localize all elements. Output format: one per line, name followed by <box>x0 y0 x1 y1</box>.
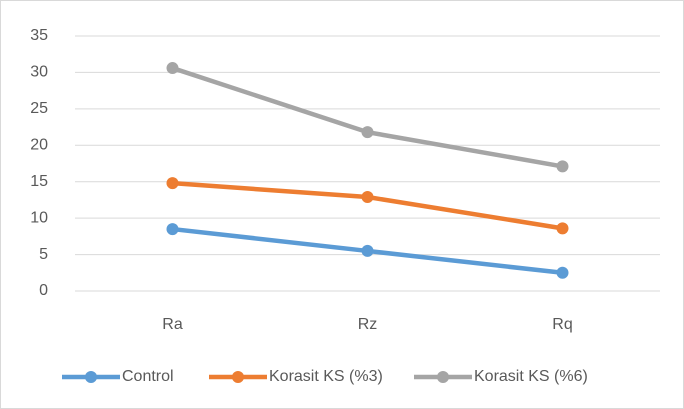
data-point <box>166 62 179 75</box>
x-tick-label: Ra <box>162 316 183 333</box>
data-point <box>556 160 569 173</box>
data-point <box>361 191 374 204</box>
x-tick-label: Rz <box>358 316 378 333</box>
y-tick-label: 0 <box>39 282 48 299</box>
legend-label: Korasit KS (%3) <box>269 368 383 385</box>
data-point <box>361 126 374 139</box>
x-tick-label: Rq <box>552 316 572 333</box>
y-tick-label: 30 <box>30 64 48 81</box>
legend-label: Control <box>122 368 174 385</box>
legend-marker <box>232 371 244 383</box>
legend-marker <box>437 371 449 383</box>
data-point <box>556 266 569 279</box>
data-point <box>166 177 179 190</box>
y-tick-label: 10 <box>30 209 48 226</box>
y-tick-label: 20 <box>30 137 48 154</box>
y-tick-label: 15 <box>30 173 48 190</box>
legend-label: Korasit KS (%6) <box>474 368 588 385</box>
data-point <box>166 223 179 236</box>
legend-marker <box>85 371 97 383</box>
y-tick-label: 25 <box>30 100 48 117</box>
y-tick-label: 35 <box>30 27 48 44</box>
data-point <box>556 222 569 235</box>
data-point <box>361 244 374 257</box>
y-tick-label: 5 <box>39 246 48 263</box>
